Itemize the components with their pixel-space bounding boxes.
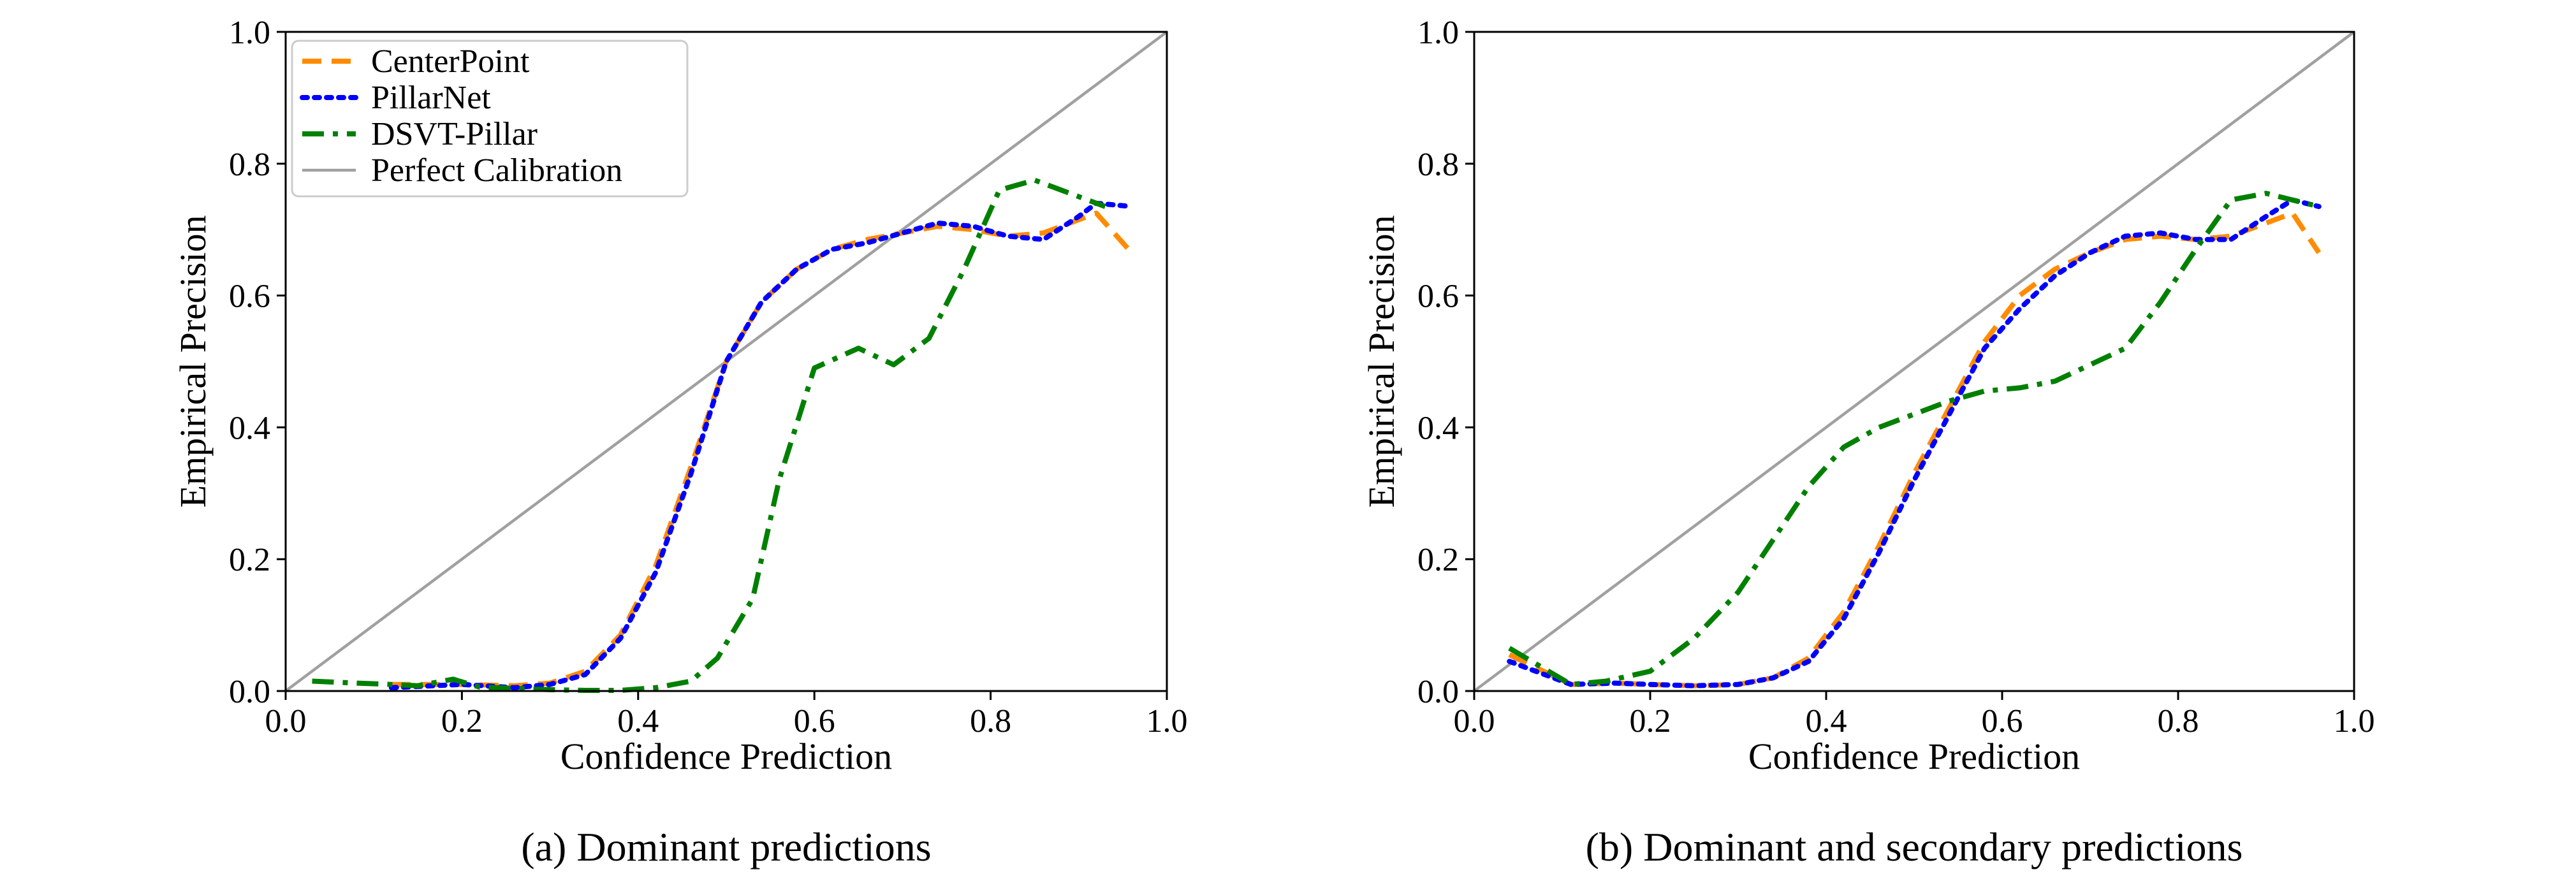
y-tick-label: 0.0 — [1417, 674, 1459, 710]
x-tick-label: 0.2 — [1630, 703, 1671, 739]
y-tick-label: 0.6 — [1417, 279, 1459, 315]
series-line-pillarnet-b — [1507, 197, 2322, 688]
panel-b-dominant-and-secondary-predictions: 0.0 0.2 0.4 0.6 0.8 1.0 0.0 0.2 0.4 0.6 0.8 1.0 Con… — [1361, 15, 2375, 870]
y-tick-label: 0.2 — [229, 542, 270, 578]
y-tick-label: 0.0 — [229, 674, 270, 710]
series-lines-b — [1473, 31, 2355, 692]
axis-ticks-a: 0.0 0.2 0.4 0.6 0.8 1.0 0.0 0.2 0.4 0.6 0.8 1.0 — [229, 15, 1188, 739]
legend-label-perfect-calibration: Perfect Calibration — [371, 152, 622, 189]
x-tick-label: 0.6 — [794, 703, 835, 739]
legend-label-pillarnet: PillarNet — [371, 80, 491, 116]
series-lines-a — [284, 31, 1168, 693]
x-tick-label: 0.2 — [441, 703, 483, 739]
x-axis-title-a: Confidence Prediction — [560, 736, 892, 777]
series-line-pillarnet-a — [388, 200, 1134, 690]
y-tick-label: 0.8 — [229, 147, 270, 183]
x-tick-label: 0.4 — [617, 703, 659, 739]
caption-b: (b) Dominant and secondary predictions — [1586, 824, 2243, 870]
legend-label-centerpoint: CenterPoint — [371, 43, 530, 80]
y-tick-label: 0.6 — [229, 279, 270, 315]
plot-frame-b — [1473, 31, 2355, 692]
x-tick-label: 0.0 — [265, 703, 307, 739]
y-axis-title-b: Empirical Precision — [1361, 215, 1402, 507]
caption-a: (a) Dominant predictions — [521, 824, 931, 870]
x-tick-label: 0.6 — [1982, 703, 2023, 739]
y-tick-label: 0.4 — [1417, 410, 1459, 446]
x-tick-label: 0.8 — [970, 703, 1011, 739]
x-tick-label: 0.8 — [2158, 703, 2199, 739]
series-line-dsvt-pillar-a — [312, 177, 1106, 693]
legend-box — [291, 40, 689, 198]
y-tick-label: 0.4 — [229, 410, 270, 446]
panel-a-dominant-predictions: 0.0 0.2 0.4 0.6 0.8 1.0 0.0 0.2 0.4 0.6 0.8 1.0 Con… — [172, 15, 1188, 870]
series-line-perfect-calibration-b — [1473, 31, 2355, 692]
x-tick-label: 1.0 — [2334, 703, 2375, 739]
y-tick-label: 0.8 — [1417, 147, 1459, 183]
x-tick-label: 0.4 — [1806, 703, 1847, 739]
x-axis-title-b: Confidence Prediction — [1748, 736, 2080, 777]
plot-frame-a — [284, 31, 1168, 692]
axis-ticks-b: 0.0 0.2 0.4 0.6 0.8 1.0 0.0 0.2 0.4 0.6 0.8 1.0 — [1417, 15, 2375, 739]
y-axis-title-a: Empirical Precision — [172, 215, 214, 507]
y-tick-label: 1.0 — [229, 15, 270, 51]
x-tick-label: 0.0 — [1454, 703, 1495, 739]
y-tick-label: 1.0 — [1417, 15, 1459, 51]
series-line-dsvt-pillar-b — [1508, 191, 2320, 687]
x-tick-label: 1.0 — [1146, 703, 1188, 739]
y-tick-label: 0.2 — [1417, 542, 1459, 578]
legend-label-dsvt-pillar: DSVT-Pillar — [371, 116, 538, 152]
